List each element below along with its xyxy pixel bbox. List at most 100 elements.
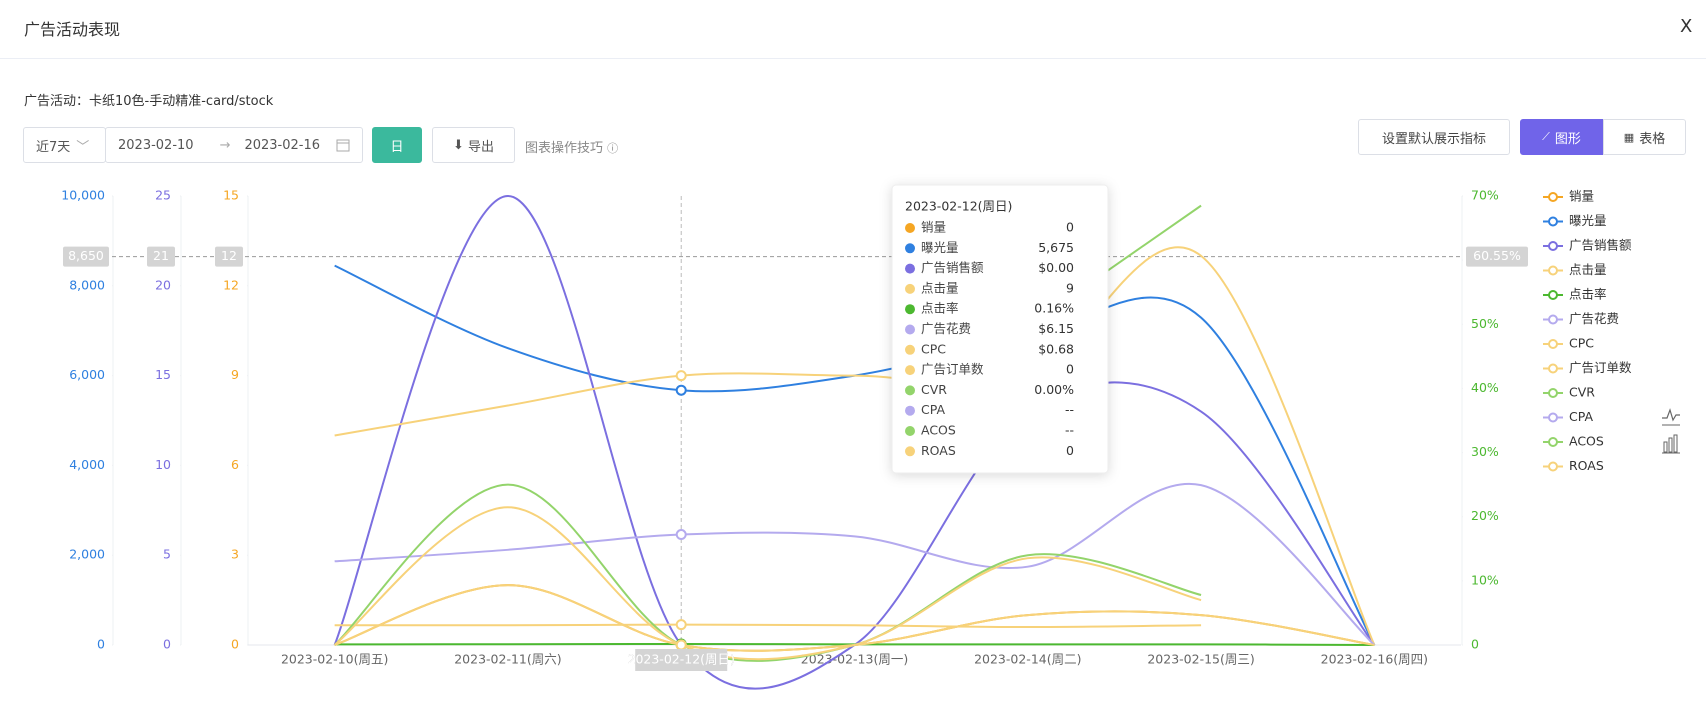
close-button[interactable]: X — [1680, 16, 1693, 37]
divider — [0, 58, 1706, 59]
y-tick-label: 10% — [1471, 572, 1499, 587]
range-text: 近7天 — [36, 139, 71, 155]
x-tick-label: 2023-02-15(周三) — [1147, 652, 1254, 667]
tooltip-name: 广告销售额 — [921, 260, 984, 275]
pointer-label-box — [215, 246, 243, 267]
date-range[interactable]: 2023-02-10 → 2023-02-16 — [105, 127, 363, 163]
dialog-title: 广告活动表现 — [24, 20, 121, 39]
chart-icon: ⟋ — [1542, 130, 1550, 143]
tooltip-value: $0.68 — [1038, 341, 1074, 356]
y-tick-label: 0 — [231, 637, 239, 652]
y-tick-label: 0 — [163, 637, 171, 652]
x-tick-label: 2023-02-11(周六) — [454, 652, 561, 667]
legend-marker — [1548, 363, 1558, 374]
legend-label: ROAS — [1569, 458, 1604, 473]
y-tick-label: 5 — [163, 547, 171, 562]
y-tick-label: 20 — [155, 277, 171, 292]
end-date: 2023-02-16 — [244, 137, 321, 153]
legend-marker — [1548, 265, 1558, 276]
hover-point — [675, 639, 687, 651]
series-line — [333, 194, 1376, 690]
chart-view-button[interactable]: ⟋ 图形 — [1520, 119, 1603, 155]
tooltip-name: CPA — [921, 402, 945, 417]
y-tick-label: 50% — [1471, 316, 1499, 331]
table-icon: ▦ — [1623, 130, 1635, 144]
legend-marker — [1548, 339, 1558, 349]
y-tick-label: 40% — [1471, 380, 1499, 395]
y-tick-label: 2,000 — [69, 547, 105, 562]
pointer-label-box — [147, 246, 175, 267]
tooltip-dot — [905, 446, 915, 457]
arrow: → — [219, 137, 231, 153]
legend-marker — [1548, 290, 1558, 300]
tooltip-value: 0.00% — [1034, 382, 1074, 397]
legend-marker — [1548, 192, 1558, 202]
hover-point — [675, 529, 687, 541]
tooltip-name: CPC — [921, 341, 946, 356]
tooltip-name: 点击率 — [921, 301, 959, 316]
pointer-label-box — [63, 246, 109, 267]
y-tick-label: 6,000 — [69, 367, 105, 382]
legend-label: 点击率 — [1569, 287, 1607, 302]
tooltip-dot — [905, 263, 915, 274]
legend-marker — [1548, 437, 1558, 447]
tooltip-dot — [905, 426, 915, 436]
tips-link[interactable]: 图表操作技巧 ⓘ — [525, 137, 618, 156]
legend-label: 销量 — [1569, 189, 1594, 204]
range-select[interactable]: 近7天 ﹀ — [23, 127, 106, 163]
y-tick-label: 10 — [155, 457, 171, 472]
y-tick-label: 15 — [223, 188, 239, 203]
tooltip-dot — [905, 365, 915, 376]
tooltip-value: 9 — [1066, 280, 1074, 295]
pointer-x-label: 2023-02-12(周日) — [628, 652, 735, 667]
table-view-button[interactable]: ▦ 表格 — [1603, 119, 1686, 155]
bar-icon[interactable] — [1662, 434, 1680, 454]
caret: ﹀ — [76, 139, 90, 155]
x-tick-label: 2023-02-14(周二) — [974, 652, 1081, 667]
pointer-x-box — [635, 649, 728, 671]
legend-label: CPA — [1569, 409, 1593, 424]
y-tick-label: 4,000 — [69, 457, 105, 472]
export-text: 导出 — [467, 139, 494, 155]
series-line — [334, 264, 1376, 646]
series-line — [334, 246, 1376, 646]
hover-point — [675, 619, 687, 631]
series-line — [334, 506, 1202, 661]
series-line — [334, 623, 1202, 629]
export-button[interactable]: ⬇ 导出 — [432, 127, 515, 163]
default-metrics-button[interactable]: 设置默认展示指标 — [1358, 119, 1510, 155]
y-tick-label: 70% — [1471, 188, 1499, 203]
legend-label: 点击量 — [1569, 262, 1607, 277]
tooltip-name: ROAS — [921, 443, 956, 458]
table-view-text: 表格 — [1639, 131, 1666, 147]
y-tick-label: 12 — [223, 277, 239, 292]
granularity-button[interactable]: 日 — [372, 127, 422, 163]
campaign-label: 广告活动：卡纸10色-手动精准-card/stock — [24, 94, 274, 109]
hover-point — [675, 370, 687, 382]
tooltip-box — [891, 184, 1109, 474]
chart-view-text: 图形 — [1554, 131, 1581, 147]
hover-point — [675, 384, 687, 396]
y-tick-label: 0 — [97, 637, 105, 652]
series-line — [334, 482, 1376, 646]
legend-label: 广告花费 — [1569, 311, 1619, 326]
tooltip-name: CVR — [921, 382, 947, 397]
legend-label: 曝光量 — [1569, 213, 1607, 228]
tooltip-value: 0.16% — [1034, 301, 1074, 316]
line-icon[interactable] — [1662, 408, 1680, 422]
help-icon: ⓘ — [607, 142, 619, 155]
tips-text: 图表操作技巧 — [525, 141, 604, 156]
tooltip-value: 5,675 — [1038, 240, 1074, 255]
legend-label: CVR — [1569, 385, 1595, 400]
legend-marker — [1548, 216, 1558, 227]
legend-marker — [1548, 412, 1558, 423]
default-metrics-text: 设置默认展示指标 — [1381, 131, 1486, 147]
tooltip-dot — [905, 243, 915, 254]
tooltip-name: 点击量 — [921, 280, 959, 295]
tooltip-name: 广告订单数 — [921, 362, 984, 377]
tooltip-dot — [905, 283, 915, 294]
legend-marker — [1548, 314, 1558, 325]
pointer-label: 60.55% — [1473, 248, 1521, 263]
